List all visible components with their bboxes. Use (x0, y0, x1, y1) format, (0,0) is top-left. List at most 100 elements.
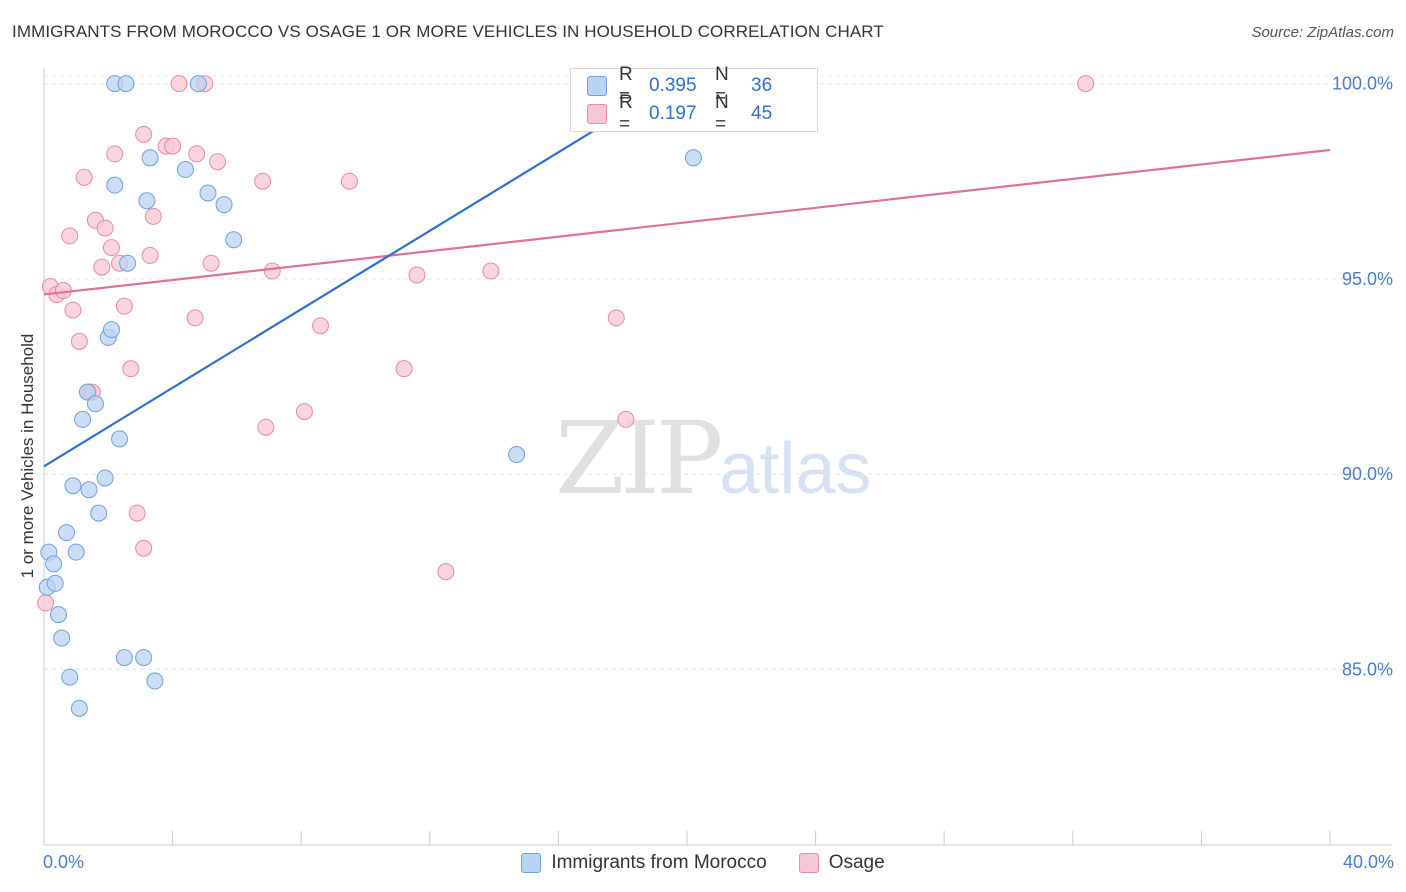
data-point (106, 145, 124, 163)
r-label: R = (619, 64, 633, 107)
data-point (144, 207, 162, 225)
data-point (141, 149, 159, 167)
legend-swatch-blue (521, 853, 542, 873)
legend-item-morocco[interactable]: Immigrants from Morocco (521, 852, 767, 874)
data-point (46, 574, 64, 592)
source-label: Source: ZipAtlas.com (1251, 24, 1394, 41)
data-point (106, 176, 124, 194)
data-point (103, 239, 121, 257)
r-value: 0.197 (649, 103, 697, 124)
data-point (64, 477, 82, 495)
data-point (119, 254, 137, 272)
data-point (1077, 75, 1095, 93)
legend-label: Immigrants from Morocco (551, 852, 767, 873)
data-point (37, 594, 55, 612)
legend-swatch-blue (587, 76, 607, 96)
y-tick-label: 85.0% (1342, 659, 1393, 679)
watermark-zip: ZIP (555, 400, 723, 517)
data-point (86, 395, 104, 413)
trend-line-osage (43, 148, 1331, 296)
data-point (78, 383, 96, 401)
data-point (61, 668, 79, 686)
stats-row-morocco: R = 0.395 N = 36 (587, 64, 773, 107)
morocco-points (38, 75, 702, 717)
data-point (61, 227, 79, 245)
y-tick-label: 90.0% (1342, 464, 1393, 484)
axes (43, 68, 1392, 846)
data-point (170, 75, 188, 93)
data-point (215, 196, 233, 214)
data-point (54, 282, 72, 300)
x-tick-min: 0.0% (43, 852, 85, 872)
data-point (684, 149, 702, 167)
data-point (49, 606, 67, 624)
data-point (437, 563, 455, 581)
data-point (53, 629, 71, 647)
series-legend: Immigrants from Morocco Osage (0, 852, 1406, 874)
data-point (257, 418, 275, 436)
data-point (135, 125, 153, 143)
y-tick-label: 100.0% (1332, 74, 1393, 94)
data-point (186, 309, 204, 327)
stats-row-osage: R = 0.197 N = 45 (587, 92, 773, 135)
legend-swatch-pink (587, 104, 607, 124)
data-point (295, 403, 313, 421)
data-point (138, 192, 156, 210)
data-point (209, 153, 227, 171)
n-value: 45 (751, 103, 773, 124)
data-point (225, 231, 243, 249)
data-point (58, 524, 76, 542)
legend-item-osage[interactable]: Osage (798, 852, 885, 874)
r-value: 0.395 (649, 75, 697, 96)
data-point (90, 504, 108, 522)
y-axis-label: 1 or more Vehicles in Household (18, 333, 37, 579)
data-point (189, 75, 207, 93)
data-point (408, 266, 426, 284)
data-point (70, 699, 88, 717)
data-point (74, 410, 92, 428)
data-point (176, 161, 194, 179)
data-point (141, 246, 159, 264)
data-point (135, 539, 153, 557)
data-point (617, 410, 635, 428)
data-point (96, 469, 114, 487)
data-point (395, 360, 413, 378)
data-point (263, 262, 281, 280)
data-point (254, 172, 272, 190)
data-point (67, 543, 85, 561)
data-point (607, 309, 625, 327)
data-point (146, 672, 164, 690)
y-tick-label: 95.0% (1342, 269, 1393, 289)
data-point (164, 137, 182, 155)
data-point (482, 262, 500, 280)
data-point (311, 317, 329, 335)
stats-legend: R = 0.395 N = 36 R = 0.197 N = 45 (570, 64, 818, 135)
data-point (103, 321, 121, 339)
data-point (128, 504, 146, 522)
chart-title: IMMIGRANTS FROM MOROCCO VS OSAGE 1 OR MO… (12, 22, 884, 41)
data-point (64, 301, 82, 319)
data-point (135, 649, 153, 667)
n-label: N = (715, 92, 729, 135)
n-value: 36 (751, 75, 773, 96)
data-point (80, 481, 98, 499)
data-point (93, 258, 111, 276)
data-point (115, 297, 133, 315)
trend-lines (43, 82, 1331, 468)
x-tick-max: 40.0% (1342, 852, 1394, 872)
data-point (96, 219, 114, 237)
trend-line-morocco (43, 82, 672, 468)
osage-points (37, 75, 1095, 612)
data-point (508, 446, 526, 464)
data-point (340, 172, 358, 190)
data-point (75, 168, 93, 186)
data-point (188, 145, 206, 163)
n-label: N = (715, 64, 729, 107)
data-point (202, 254, 220, 272)
data-point (45, 555, 63, 573)
watermark: ZIPatlas (555, 400, 871, 517)
data-point (199, 184, 217, 202)
data-point (115, 649, 133, 667)
data-point (122, 360, 140, 378)
